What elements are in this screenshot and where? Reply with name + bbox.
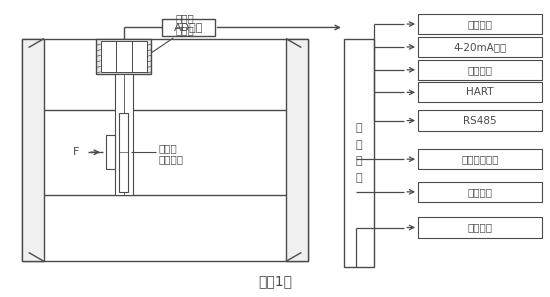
Bar	[418, 60, 542, 80]
Bar	[418, 14, 542, 34]
Bar	[22, 39, 44, 261]
Bar	[418, 82, 542, 102]
Text: HART: HART	[466, 87, 494, 97]
Text: AD转换: AD转换	[174, 23, 203, 32]
Text: 双电容
传感器: 双电容 传感器	[176, 13, 195, 35]
Text: 微
处
理
器: 微 处 理 器	[355, 123, 362, 183]
Bar	[418, 110, 542, 131]
Bar	[119, 113, 128, 192]
Text: 温度采集: 温度采集	[468, 222, 492, 233]
Text: （图1）: （图1）	[258, 274, 292, 288]
Bar	[418, 37, 542, 57]
Text: 阻流件
（靶片）: 阻流件 （靶片）	[158, 143, 183, 165]
Bar	[106, 135, 116, 169]
Bar	[22, 39, 308, 261]
Text: 压力采集: 压力采集	[468, 187, 492, 197]
Bar	[286, 39, 308, 261]
Bar	[115, 74, 133, 195]
Bar	[418, 217, 542, 238]
Bar	[96, 39, 151, 74]
Bar	[418, 149, 542, 169]
Text: 红外置零开关: 红外置零开关	[461, 154, 499, 164]
Bar	[101, 41, 147, 72]
Bar	[344, 39, 374, 267]
Text: 脉冲输出: 脉冲输出	[468, 65, 492, 75]
Text: 4-20mA输出: 4-20mA输出	[453, 42, 507, 52]
Bar	[162, 19, 214, 36]
Bar	[418, 182, 542, 202]
Text: 液晶显示: 液晶显示	[468, 19, 492, 29]
Text: F: F	[73, 147, 79, 157]
Text: RS485: RS485	[463, 116, 497, 126]
